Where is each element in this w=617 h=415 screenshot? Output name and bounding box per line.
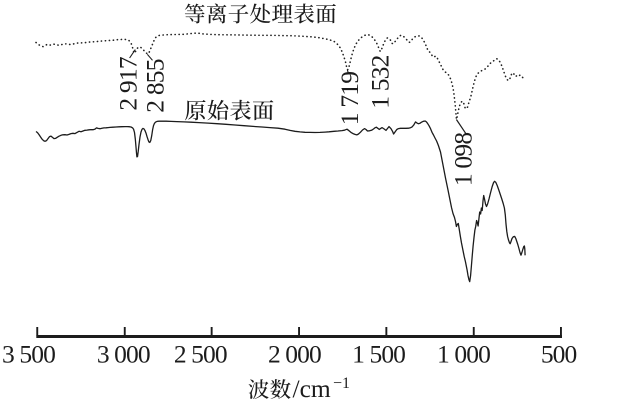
svg-text:1 532: 1 532 (366, 55, 395, 108)
svg-text:3 000: 3 000 (97, 340, 150, 369)
svg-text:/cm: /cm (293, 374, 331, 403)
svg-text:1 500: 1 500 (352, 340, 405, 369)
svg-text:500: 500 (541, 340, 577, 369)
svg-text:2 855: 2 855 (141, 59, 170, 112)
svg-text:1 000: 1 000 (437, 340, 490, 369)
svg-text:1 719: 1 719 (335, 72, 364, 125)
svg-text:1 098: 1 098 (448, 133, 477, 186)
svg-text:−1: −1 (333, 375, 350, 392)
svg-text:2 500: 2 500 (174, 340, 227, 369)
svg-text:2 000: 2 000 (268, 340, 321, 369)
svg-text:2 917: 2 917 (113, 56, 142, 110)
svg-text:3 500: 3 500 (2, 340, 55, 369)
